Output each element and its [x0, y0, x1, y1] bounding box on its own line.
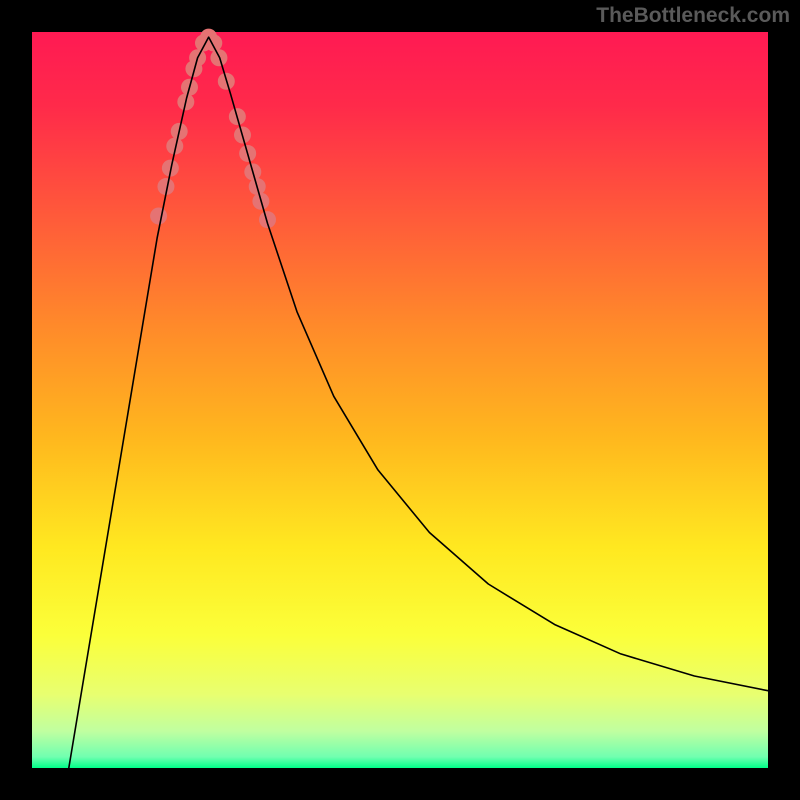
watermark-text: TheBottleneck.com	[596, 4, 790, 28]
plot-area	[32, 32, 768, 768]
gradient-background	[32, 32, 768, 768]
chart-container: TheBottleneck.com	[0, 0, 800, 800]
